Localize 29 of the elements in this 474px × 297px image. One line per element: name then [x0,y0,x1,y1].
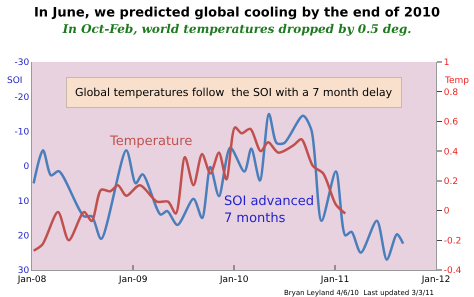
x-tick-label: Jan-12 [420,274,450,285]
y2-tick-label: 0.8 [444,88,458,98]
series-label: SOI advanced 7 months [224,194,314,226]
x-tick-label: Jan-09 [118,274,148,285]
series-label: Temperature [109,134,192,149]
chart-subtitle: In Oct-Feb, world temperatures dropped by 0.5 deg. [62,22,412,36]
y2-tick-label: -0.2 [444,236,462,246]
x-tick-label: Jan-10 [218,274,249,285]
y2-tick-label: 0.4 [444,147,458,158]
y-tick-label: -30 [14,58,30,68]
line-series [32,112,404,261]
y2-tick-label: 0 [444,206,450,217]
y-tick-label: 20 [18,231,30,242]
x-tick-label: Jan-08 [16,274,47,285]
y-tick-label: 0 [23,162,30,172]
annotation: Global temperatures follow the SOI with a 7 month delay [75,86,393,99]
y-axis-title: SOI [7,76,22,86]
y2-tick-label: 0.2 [444,177,458,188]
y-tick-label: -10 [14,127,30,138]
chart-title: In June, we predicted global cooling by the end of 2010 [34,5,440,20]
y-tick-label: 10 [18,196,30,207]
y2-tick-label: -0.4 [444,266,462,276]
line-series [32,126,347,252]
y-tick-label: -20 [14,92,30,103]
y2-axis-title: Temp [444,76,470,86]
y-tick-label: 30 [18,266,30,276]
x-tick-label: Jan-11 [320,274,350,285]
y2-tick-label: 1 [444,58,450,68]
y2-tick-label: 0.6 [444,118,458,128]
